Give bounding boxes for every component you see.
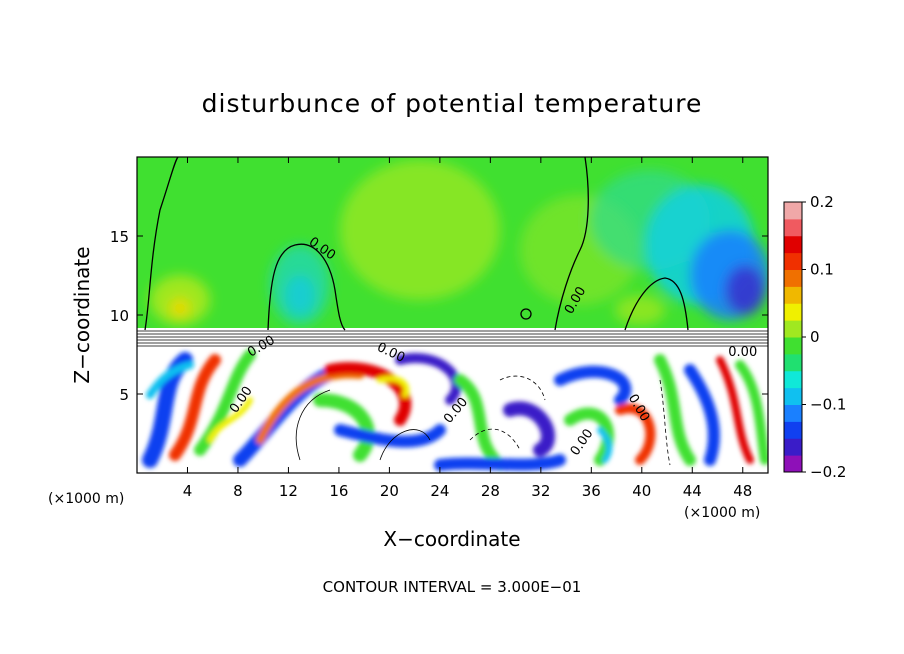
chart-title: disturbunce of potential temperature bbox=[202, 89, 703, 118]
y-tick-label: 5 bbox=[119, 386, 129, 404]
x-axis-label: X−coordinate bbox=[383, 527, 520, 551]
colorbar-swatch bbox=[784, 370, 802, 389]
x-tick-label: 4 bbox=[183, 482, 193, 500]
x-tick-label: 28 bbox=[481, 482, 500, 500]
y-axis-label: Z−coordinate bbox=[70, 246, 94, 383]
inversion-contours bbox=[137, 330, 768, 347]
colorbar-tick-label: 0 bbox=[810, 328, 820, 346]
colorbar-swatch bbox=[784, 455, 802, 473]
zero-contours bbox=[144, 157, 689, 331]
plot-area bbox=[137, 157, 768, 473]
x-unit-label-right: (×1000 m) bbox=[684, 505, 760, 521]
colorbar-swatch bbox=[784, 421, 802, 439]
upper-field-shading bbox=[150, 160, 768, 325]
colorbar-tick-label: 0.2 bbox=[810, 193, 834, 211]
colorbar-swatch bbox=[784, 303, 802, 321]
y-tick-label: 15 bbox=[110, 228, 129, 246]
turbulent-structures bbox=[142, 349, 768, 471]
x-tick-label: 16 bbox=[329, 482, 348, 500]
colorbar-ticks: −0.2 −0.1 0 0.1 0.2 bbox=[802, 193, 846, 481]
colorbar-swatch bbox=[784, 320, 802, 338]
colorbar bbox=[783, 201, 803, 473]
colorbar-swatch bbox=[784, 387, 802, 405]
y-axis-ticks: 5 10 15 bbox=[110, 228, 768, 404]
colorbar-swatch bbox=[784, 438, 802, 456]
colorbar-swatch bbox=[784, 404, 802, 422]
x-tick-label: 24 bbox=[430, 482, 449, 500]
x-tick-label: 44 bbox=[683, 482, 702, 500]
x-tick-label: 40 bbox=[632, 482, 651, 500]
colorbar-swatch bbox=[784, 353, 802, 372]
colorbar-tick-label: 0.1 bbox=[810, 261, 834, 279]
x-axis-ticks: 4 8 12 16 20 24 28 32 36 40 44 48 bbox=[183, 157, 752, 500]
x-tick-label: 36 bbox=[582, 482, 601, 500]
x-tick-label: 12 bbox=[279, 482, 298, 500]
colorbar-swatch bbox=[784, 202, 802, 220]
colorbar-swatch bbox=[784, 337, 802, 355]
x-tick-label: 32 bbox=[531, 482, 550, 500]
contour-label: 0.00 bbox=[728, 345, 757, 360]
x-tick-label: 8 bbox=[233, 482, 243, 500]
x-tick-label: 48 bbox=[733, 482, 752, 500]
y-tick-label: 10 bbox=[110, 307, 129, 325]
colorbar-swatch bbox=[784, 286, 802, 304]
lower-contours bbox=[296, 375, 671, 466]
colorbar-tick-label: −0.1 bbox=[810, 396, 846, 414]
colorbar-swatch bbox=[784, 252, 802, 270]
colorbar-swatch bbox=[784, 269, 802, 287]
colorbar-tick-label: −0.2 bbox=[810, 463, 846, 481]
colorbar-swatch bbox=[784, 235, 802, 254]
x-tick-label: 20 bbox=[380, 482, 399, 500]
colorbar-swatch bbox=[784, 218, 802, 237]
x-unit-label: (×1000 m) bbox=[48, 491, 124, 507]
contour-interval-note: CONTOUR INTERVAL = 3.000E−01 bbox=[323, 578, 582, 596]
